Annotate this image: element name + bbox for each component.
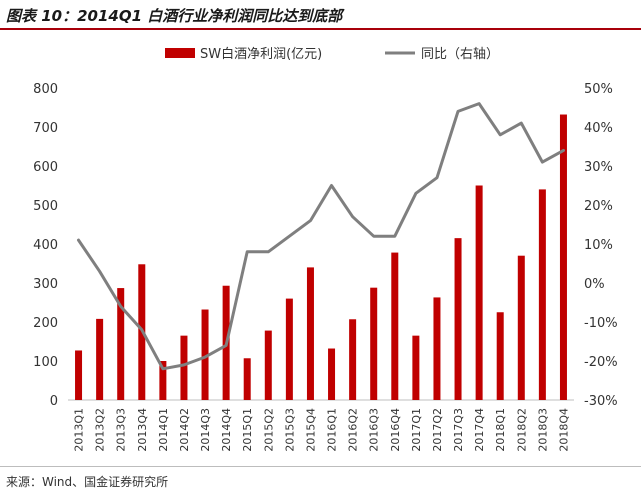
y-left-tick-label: 300 bbox=[33, 277, 58, 292]
bar bbox=[349, 319, 357, 400]
x-tick-label: 2018Q3 bbox=[536, 408, 549, 452]
x-tick-label: 2018Q2 bbox=[515, 408, 528, 452]
x-tick-label: 2016Q2 bbox=[347, 408, 360, 452]
x-tick-label: 2014Q4 bbox=[220, 408, 233, 452]
bars bbox=[75, 114, 567, 401]
x-tick-label: 2013Q4 bbox=[136, 408, 149, 452]
x-tick-label: 2015Q3 bbox=[283, 408, 296, 452]
legend-line-label: 同比（右轴） bbox=[421, 47, 499, 62]
y-right-tick-label: -20% bbox=[584, 355, 618, 370]
x-tick-label: 2017Q4 bbox=[473, 408, 486, 452]
bar bbox=[159, 361, 167, 400]
bar bbox=[475, 185, 483, 400]
source-bar: 来源：Wind、国金证券研究所 bbox=[0, 466, 641, 492]
x-tick-label: 2015Q4 bbox=[304, 408, 317, 452]
axes: 0 100 200 300 400 500 600 700 800 -30% -20% -10% 0% 1… bbox=[33, 82, 617, 452]
bar bbox=[433, 297, 441, 400]
bar bbox=[180, 335, 188, 400]
x-tick-label: 2016Q4 bbox=[389, 408, 402, 452]
bar bbox=[412, 335, 420, 400]
yoy-line-layer bbox=[77, 102, 565, 371]
bar bbox=[264, 330, 272, 400]
x-tick-label: 2017Q1 bbox=[410, 408, 423, 452]
x-tick-label: 2016Q3 bbox=[368, 408, 381, 452]
bar bbox=[370, 287, 378, 400]
x-tick-label: 2015Q1 bbox=[241, 408, 254, 452]
bar bbox=[517, 255, 525, 400]
bar bbox=[75, 350, 83, 400]
y-left-tick-label: 700 bbox=[33, 121, 58, 136]
y-right-tick-label: 10% bbox=[584, 238, 613, 253]
bar bbox=[328, 348, 336, 400]
x-tick-label: 2013Q1 bbox=[73, 408, 86, 452]
legend: SW白酒净利润(亿元) 同比（右轴） bbox=[165, 46, 499, 62]
y-left-tick-label: 800 bbox=[33, 82, 58, 97]
bar bbox=[306, 267, 314, 400]
y-left-tick-label: 0 bbox=[50, 394, 58, 409]
y-right-tick-label: -10% bbox=[584, 316, 618, 331]
x-tick-label: 2014Q1 bbox=[157, 408, 170, 452]
y-right-tick-label: 40% bbox=[584, 121, 613, 136]
x-tick-label: 2014Q2 bbox=[178, 408, 191, 452]
x-tick-label: 2016Q1 bbox=[326, 408, 339, 452]
y-right-tick-label: -30% bbox=[584, 394, 618, 409]
bar bbox=[243, 358, 251, 400]
bar bbox=[559, 114, 567, 401]
x-tick-label: 2013Q2 bbox=[94, 408, 107, 452]
y-right-tick-label: 30% bbox=[584, 160, 613, 175]
y-left-tick-label: 100 bbox=[33, 355, 58, 370]
page-title: 图表 10：2014Q1 白酒行业净利润同比达到底部 bbox=[6, 7, 343, 25]
bar bbox=[201, 309, 209, 400]
source-note: 来源：Wind、国金证券研究所 bbox=[6, 475, 169, 489]
bar bbox=[454, 238, 462, 400]
yoy-line bbox=[77, 102, 565, 371]
bar bbox=[96, 318, 104, 400]
x-tick-label: 2013Q3 bbox=[115, 408, 128, 452]
legend-bar-label: SW白酒净利润(亿元) bbox=[200, 46, 322, 62]
y-left-tick-label: 600 bbox=[33, 160, 58, 175]
bar bbox=[538, 189, 546, 400]
x-tick-label: 2018Q1 bbox=[494, 408, 507, 452]
y-right-tick-label: 0% bbox=[584, 277, 605, 292]
y-left-tick-label: 400 bbox=[33, 238, 58, 253]
x-tick-label: 2017Q2 bbox=[431, 408, 444, 452]
x-tick-label: 2017Q3 bbox=[452, 408, 465, 452]
net-profit-chart: SW白酒净利润(亿元) 同比（右轴） 0 100 200 300 400 500 600 70… bbox=[33, 46, 617, 452]
x-tick-label: 2018Q4 bbox=[557, 408, 570, 452]
y-right-tick-label: 50% bbox=[584, 82, 613, 97]
bar bbox=[496, 312, 504, 400]
bar bbox=[117, 288, 125, 400]
y-left-tick-label: 500 bbox=[33, 199, 58, 214]
x-tick-label: 2014Q3 bbox=[199, 408, 212, 452]
y-right-tick-label: 20% bbox=[584, 199, 613, 214]
legend-bar-swatch bbox=[165, 48, 195, 58]
y-left-tick-label: 200 bbox=[33, 316, 58, 331]
title-bar: 图表 10：2014Q1 白酒行业净利润同比达到底部 bbox=[0, 0, 641, 30]
bar bbox=[285, 298, 293, 400]
bar bbox=[391, 252, 399, 400]
x-tick-label: 2015Q2 bbox=[262, 408, 275, 452]
